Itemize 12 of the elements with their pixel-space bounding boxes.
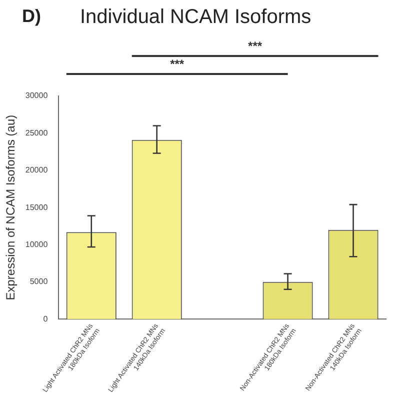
y-axis-title: Expression of NCAM Isoforms (au) <box>4 114 18 300</box>
y-tick-label: 15000 <box>25 202 48 212</box>
y-tick-label: 30000 <box>25 91 48 100</box>
y-tick-label: 0 <box>43 314 48 324</box>
text: *** <box>170 57 184 71</box>
y-tick-label: 5000 <box>30 277 48 286</box>
y-tick-label: 25000 <box>25 128 48 138</box>
text: *** <box>248 39 262 53</box>
y-tick-label: 10000 <box>25 240 48 249</box>
y-tick-label: 20000 <box>25 166 48 175</box>
chart-title: Individual NCAM Isoforms <box>80 6 312 29</box>
text: D) <box>22 6 41 27</box>
